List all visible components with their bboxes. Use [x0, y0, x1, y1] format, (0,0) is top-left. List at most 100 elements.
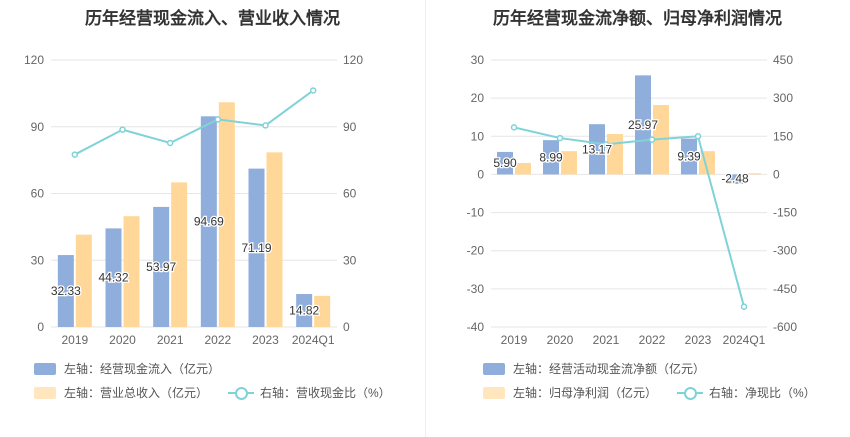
legend-line-icon: [228, 386, 255, 400]
bar-primary: [543, 140, 559, 175]
bar-primary: [57, 255, 74, 327]
x-axis-tick-label: 2023: [252, 333, 279, 347]
right-axis-tick-label: -150: [773, 206, 797, 220]
bar-primary: [153, 206, 170, 327]
panel-divider: [425, 0, 426, 437]
bar-data-label: 94.69: [194, 215, 224, 229]
bar-secondary: [75, 234, 92, 327]
right-axis-tick-label: 0: [773, 167, 780, 181]
ratio-line-point: [556, 134, 564, 142]
bar-primary: [681, 138, 697, 175]
bar-secondary: [561, 151, 577, 175]
bar-data-label: 8.99: [539, 150, 563, 164]
legend-swatch-revenue: [34, 386, 56, 399]
right-axis-tick-label: -450: [773, 282, 797, 296]
x-axis-tick-label: 2023: [685, 333, 712, 347]
x-axis-tick-label: 2020: [109, 333, 136, 347]
right-legend-row-2: 左轴：归母净利润（亿元） 右轴：净现比（%）: [483, 384, 816, 401]
bar-data-label: 13.17: [582, 142, 612, 156]
left-axis-tick-label: 0: [477, 167, 484, 181]
x-axis-tick-label: 2019: [61, 333, 88, 347]
x-axis-tick-label: 2021: [157, 333, 184, 347]
bar-secondary: [314, 295, 331, 327]
bar-secondary: [171, 182, 188, 327]
left-legend-row-1: 左轴：经营现金流入（亿元）: [34, 360, 220, 377]
x-axis-tick-label: 2024Q1: [292, 333, 335, 347]
ratio-line: [74, 89, 314, 156]
right-axis-tick-label: 300: [773, 91, 793, 105]
right-axis-tick-label: 30: [343, 253, 357, 267]
bar-data-label: 44.32: [98, 271, 128, 285]
x-axis-tick-label: 2021: [593, 333, 620, 347]
x-axis-tick-label: 2022: [639, 333, 666, 347]
right-axis-tick-label: 0: [343, 320, 350, 334]
bar-primary: [727, 174, 743, 184]
ratio-line-point: [309, 87, 317, 94]
left-axis-tick-label: -10: [467, 206, 485, 220]
right-axis-tick-label: -300: [773, 244, 797, 258]
left-axis-tick-label: 30: [471, 53, 485, 67]
legend-label-net-cash-ratio[interactable]: 右轴：净现比（%）: [709, 386, 816, 400]
left-axis-tick-label: 20: [471, 91, 485, 105]
bar-primary: [105, 228, 122, 327]
left-axis-tick-label: -40: [467, 320, 485, 334]
left-axis-tick-label: 0: [37, 320, 44, 334]
x-axis-tick-label: 2024Q1: [723, 333, 766, 347]
bar-data-label: 71.19: [241, 241, 271, 255]
bar-primary: [248, 168, 265, 327]
legend-label-net-cash-flow[interactable]: 左轴：经营活动现金流净额（亿元）: [513, 362, 706, 376]
ratio-line: [513, 126, 745, 307]
legend-swatch-net-cash-flow: [483, 362, 505, 375]
right-axis-tick-label: 60: [343, 187, 357, 201]
x-axis-tick-label: 2022: [204, 333, 231, 347]
bar-data-label: 9.39: [677, 150, 701, 164]
x-axis-tick-label: 2019: [501, 333, 528, 347]
ratio-line-point: [510, 124, 518, 131]
legend-label-revenue[interactable]: 左轴：营业总收入（亿元）: [64, 386, 209, 400]
bar-primary: [296, 294, 313, 327]
left-axis-tick-label: 30: [31, 253, 45, 267]
legend-swatch-cash-inflow: [34, 362, 56, 375]
right-chart-title: 历年经营现金流净额、归母净利润情况: [493, 9, 782, 28]
right-axis-tick-label: 450: [773, 53, 793, 67]
ratio-line-point: [740, 303, 748, 310]
bar-primary: [635, 75, 651, 175]
left-axis-tick-label: 60: [31, 187, 45, 201]
ratio-line-point: [648, 136, 656, 143]
bar-data-label: 25.97: [628, 118, 658, 132]
left-chart-title: 历年经营现金流入、营业收入情况: [85, 9, 340, 28]
left-axis-tick-label: 10: [471, 129, 485, 143]
legend-swatch-net-profit: [483, 386, 505, 399]
bar-primary: [589, 124, 605, 175]
legend-label-cash-inflow[interactable]: 左轴：经营现金流入（亿元）: [64, 362, 221, 376]
x-axis-tick-label: 2020: [547, 333, 574, 347]
right-axis-tick-label: 120: [343, 53, 363, 67]
bar-data-label: 14.82: [289, 304, 319, 318]
ratio-line-point: [71, 151, 79, 158]
legend-label-net-profit[interactable]: 左轴：归母净利润（亿元）: [513, 386, 658, 400]
bar-data-label: 32.33: [51, 284, 81, 298]
bar-data-label: -2.48: [721, 171, 749, 185]
left-legend-row-2: 左轴：营业总收入（亿元） 右轴：营收现金比（%）: [34, 384, 391, 401]
bar-primary: [200, 116, 217, 327]
right-axis-tick-label: 90: [343, 120, 357, 134]
legend-label-revenue-cash-ratio[interactable]: 右轴：营收现金比（%）: [260, 386, 391, 400]
bar-primary: [497, 151, 513, 175]
bar-secondary: [266, 152, 283, 327]
ratio-line-point: [166, 139, 174, 147]
bar-secondary: [515, 162, 531, 175]
ratio-line-point: [694, 133, 702, 140]
ratio-line-point: [119, 126, 126, 133]
left-axis-tick-label: 120: [24, 53, 44, 67]
ratio-line-point: [262, 122, 269, 129]
ratio-line-point: [602, 141, 610, 148]
right-axis-tick-label: -600: [773, 320, 797, 334]
left-axis-tick-label: -30: [467, 282, 485, 296]
bar-secondary: [123, 216, 140, 327]
right-axis-tick-label: 150: [773, 129, 793, 143]
right-legend-row-1: 左轴：经营活动现金流净额（亿元）: [483, 360, 705, 377]
left-axis-tick-label: 90: [31, 120, 45, 134]
bar-secondary: [745, 173, 761, 175]
legend-line-icon: [677, 386, 704, 400]
